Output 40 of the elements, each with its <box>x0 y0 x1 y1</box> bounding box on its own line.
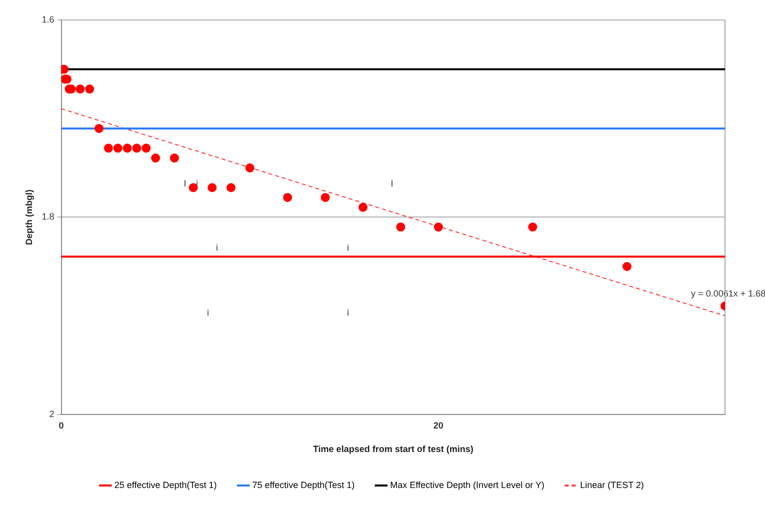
point <box>132 144 142 153</box>
y-tick-label: 1.6 <box>42 14 54 24</box>
point <box>142 144 151 153</box>
point <box>396 222 406 232</box>
legend-label: Max Effective Depth (Invert Level or Y) <box>390 480 544 490</box>
point <box>76 84 85 94</box>
annotation: i <box>347 307 349 318</box>
point <box>61 64 69 74</box>
point <box>358 202 368 212</box>
x-tick-label: 20 <box>433 420 444 430</box>
point <box>528 222 538 232</box>
point <box>283 192 292 202</box>
point <box>622 262 632 271</box>
point <box>226 183 236 192</box>
point <box>170 154 179 163</box>
annotation: i <box>347 242 349 252</box>
legend-label: 75 effective Depth(Test 1) <box>252 480 355 490</box>
legend-label: 25 effective Depth(Test 1) <box>114 480 217 490</box>
annotation: y = 0.0061x + 1.68 <box>691 288 765 298</box>
x-tick-label: 0 <box>58 420 64 430</box>
x-axis-title: Time elapsed from start of test (mins) <box>312 444 474 454</box>
point <box>122 144 132 153</box>
y-tick-label: 2 <box>49 408 54 419</box>
annotation: i <box>207 307 209 318</box>
point <box>85 84 94 94</box>
y-tick-label: 1.8 <box>42 212 54 222</box>
point <box>320 192 330 202</box>
annotation: I <box>184 178 186 188</box>
legend-label: Linear (TEST 2) <box>580 480 644 490</box>
point <box>104 144 113 153</box>
point <box>188 183 198 192</box>
annotation: i <box>216 242 218 252</box>
point <box>245 163 254 172</box>
y-axis-title: Depth (mbgl) <box>24 189 34 245</box>
annotation: I <box>390 178 394 188</box>
point <box>151 154 160 163</box>
point <box>113 144 122 153</box>
point <box>434 222 443 232</box>
point <box>208 183 217 192</box>
point <box>94 124 104 133</box>
